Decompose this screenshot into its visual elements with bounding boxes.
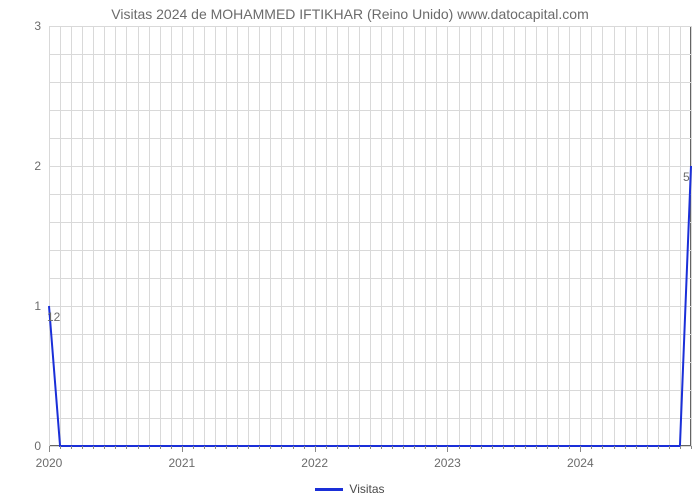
xtick-minor — [104, 446, 105, 449]
xtick-major — [49, 446, 50, 452]
xtick-minor — [93, 446, 94, 449]
xtick-minor — [270, 446, 271, 449]
xtick-minor — [492, 446, 493, 449]
xtick-minor — [293, 446, 294, 449]
xtick-major — [447, 446, 448, 452]
xtick-minor — [171, 446, 172, 449]
xtick-minor — [481, 446, 482, 449]
legend-label: Visitas — [349, 482, 384, 496]
xtick-minor — [71, 446, 72, 449]
xtick-minor — [625, 446, 626, 449]
xtick-minor — [370, 446, 371, 449]
xtick-minor — [126, 446, 127, 449]
xtick-label: 2020 — [36, 456, 63, 470]
xtick-minor — [381, 446, 382, 449]
xtick-minor — [204, 446, 205, 449]
xtick-minor — [536, 446, 537, 449]
xtick-minor — [525, 446, 526, 449]
xtick-minor — [569, 446, 570, 449]
ytick-label: 3 — [0, 19, 41, 33]
xtick-minor — [691, 446, 692, 449]
grid-vline — [691, 26, 692, 446]
xtick-major — [182, 446, 183, 452]
xtick-minor — [414, 446, 415, 449]
xtick-minor — [82, 446, 83, 449]
xtick-minor — [436, 446, 437, 449]
point-label: 12 — [47, 310, 60, 324]
xtick-major — [580, 446, 581, 452]
ytick-label: 0 — [0, 439, 41, 453]
xtick-major — [315, 446, 316, 452]
xtick-minor — [237, 446, 238, 449]
xtick-minor — [647, 446, 648, 449]
xtick-minor — [60, 446, 61, 449]
xtick-minor — [669, 446, 670, 449]
xtick-minor — [215, 446, 216, 449]
point-label: 5 — [683, 170, 690, 184]
xtick-minor — [636, 446, 637, 449]
xtick-minor — [392, 446, 393, 449]
xtick-minor — [425, 446, 426, 449]
xtick-minor — [149, 446, 150, 449]
xtick-minor — [614, 446, 615, 449]
xtick-label: 2023 — [434, 456, 461, 470]
xtick-minor — [337, 446, 338, 449]
xtick-minor — [193, 446, 194, 449]
xtick-minor — [248, 446, 249, 449]
xtick-minor — [514, 446, 515, 449]
xtick-minor — [658, 446, 659, 449]
ytick-label: 2 — [0, 159, 41, 173]
xtick-minor — [470, 446, 471, 449]
xtick-minor — [115, 446, 116, 449]
xtick-minor — [304, 446, 305, 449]
series-line — [49, 26, 691, 446]
legend: Visitas — [0, 482, 700, 496]
xtick-minor — [359, 446, 360, 449]
xtick-minor — [503, 446, 504, 449]
xtick-label: 2024 — [567, 456, 594, 470]
xtick-minor — [138, 446, 139, 449]
legend-swatch — [315, 488, 343, 491]
xtick-label: 2021 — [168, 456, 195, 470]
xtick-minor — [326, 446, 327, 449]
xtick-minor — [680, 446, 681, 449]
xtick-minor — [558, 446, 559, 449]
xtick-minor — [459, 446, 460, 449]
xtick-minor — [348, 446, 349, 449]
xtick-minor — [226, 446, 227, 449]
xtick-minor — [403, 446, 404, 449]
xtick-minor — [259, 446, 260, 449]
xtick-minor — [602, 446, 603, 449]
xtick-label: 2022 — [301, 456, 328, 470]
chart-title: Visitas 2024 de MOHAMMED IFTIKHAR (Reino… — [0, 6, 700, 22]
plot-area: 12 5 — [49, 26, 691, 446]
xtick-minor — [547, 446, 548, 449]
xtick-minor — [160, 446, 161, 449]
ytick-label: 1 — [0, 299, 41, 313]
xtick-minor — [281, 446, 282, 449]
xtick-minor — [591, 446, 592, 449]
